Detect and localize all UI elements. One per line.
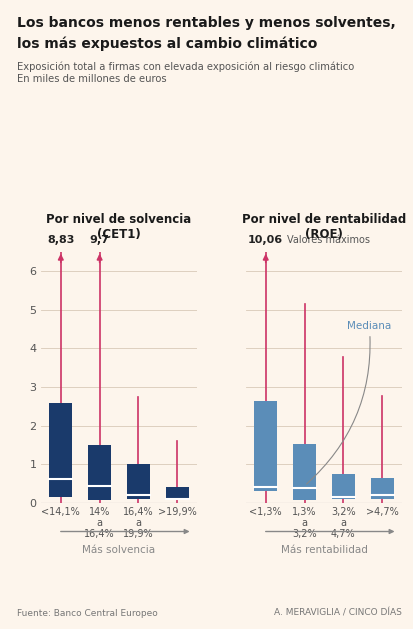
Bar — [331, 474, 354, 499]
Text: 9,7: 9,7 — [90, 235, 109, 245]
Text: Exposición total a firmas con elevada exposición al riesgo climático: Exposición total a firmas con elevada ex… — [17, 61, 353, 72]
Bar — [126, 464, 150, 499]
Text: Más rentabilidad: Más rentabilidad — [280, 545, 366, 555]
Bar — [88, 445, 111, 500]
Text: Más solvencia: Más solvencia — [82, 545, 155, 555]
Text: Valores máximos: Valores máximos — [286, 235, 369, 245]
Bar — [254, 401, 277, 491]
Text: Fuente: Banco Central Europeo: Fuente: Banco Central Europeo — [17, 609, 157, 618]
Text: Mediana: Mediana — [306, 321, 391, 484]
Title: Por nivel de solvencia
(CET1): Por nivel de solvencia (CET1) — [46, 213, 191, 241]
Text: 8,83: 8,83 — [47, 235, 74, 245]
Bar — [49, 403, 72, 498]
Bar — [165, 487, 188, 500]
Bar — [292, 444, 316, 500]
Text: los más expuestos al cambio climático: los más expuestos al cambio climático — [17, 36, 316, 51]
Text: A. MERAVIGLIA / CINCO DÍAS: A. MERAVIGLIA / CINCO DÍAS — [273, 609, 401, 618]
Text: Los bancos menos rentables y menos solventes,: Los bancos menos rentables y menos solve… — [17, 16, 394, 30]
Text: En miles de millones de euros: En miles de millones de euros — [17, 74, 166, 84]
Title: Por nivel de rentabilidad
(ROE): Por nivel de rentabilidad (ROE) — [241, 213, 405, 241]
Text: 10,06: 10,06 — [247, 235, 282, 245]
Bar — [370, 478, 393, 499]
